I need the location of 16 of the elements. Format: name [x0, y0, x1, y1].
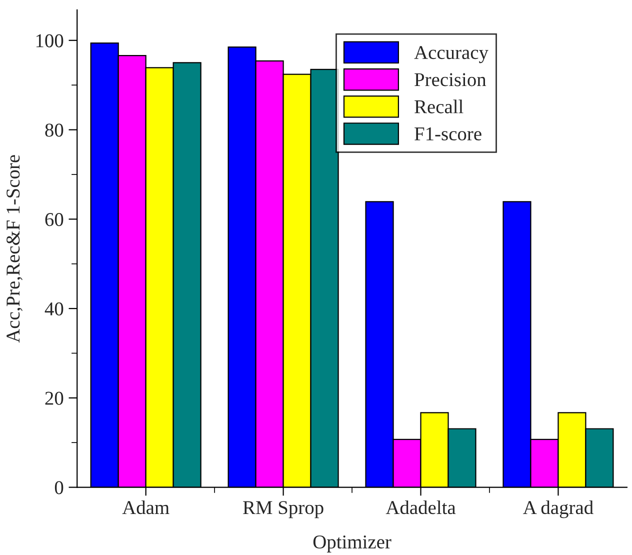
x-tick-label: RM Sprop: [243, 501, 324, 518]
y-tick-label: 20: [45, 392, 64, 405]
y-tick-label: 40: [44, 302, 64, 316]
legend-label: Accuracy: [414, 46, 488, 64]
legend-label: F1-score: [414, 127, 482, 140]
legend-label: Precision: [414, 73, 486, 86]
y-tick-label: 0: [54, 481, 64, 494]
legend-label: Recall: [414, 100, 464, 114]
x-tick-label: Adadelta: [386, 500, 456, 514]
y-tick-label: 60: [45, 212, 64, 226]
y-tick-label: 100: [36, 34, 64, 48]
y-axis-title: Acc,Pre,Rec&F 1-Score: [6, 155, 22, 343]
x-tick-label: Adam: [122, 500, 170, 514]
x-axis-title: Optimizer: [313, 535, 392, 552]
y-tick-label: 80: [45, 124, 64, 137]
x-tick-label: A dagrad: [523, 500, 594, 518]
